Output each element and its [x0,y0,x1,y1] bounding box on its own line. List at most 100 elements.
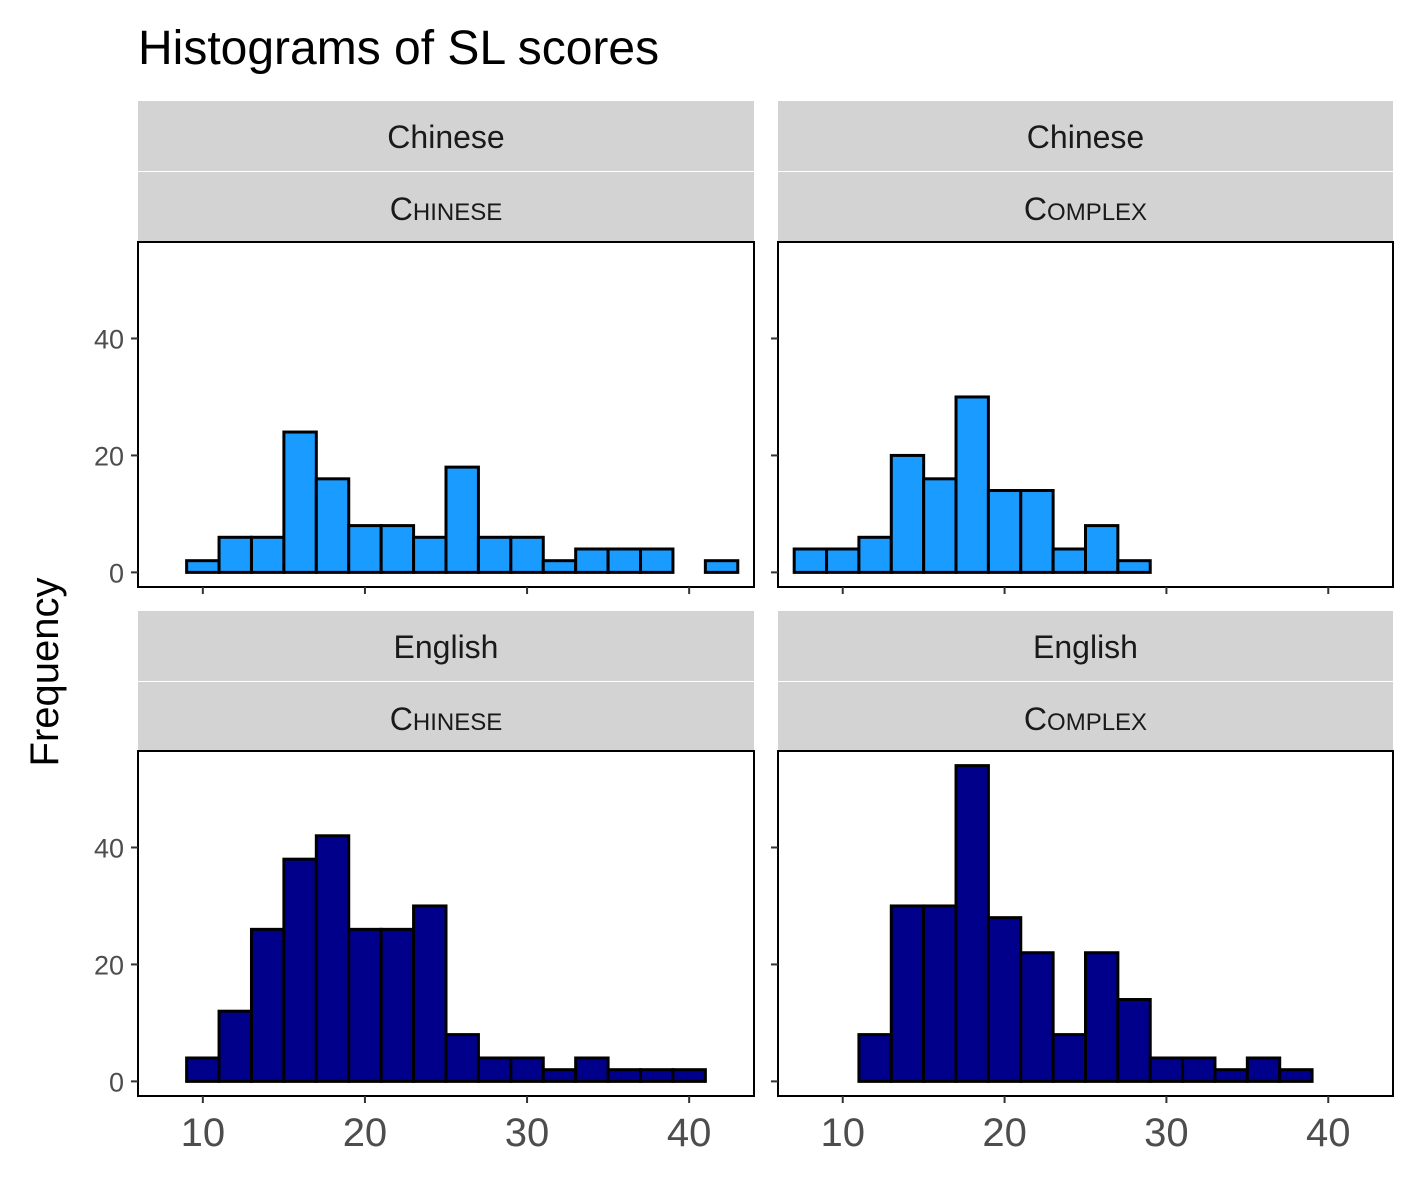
x-tick-label: 30 [505,1111,550,1155]
histogram-bar [217,1009,253,1083]
strip-bottom-label: CHINESE [390,701,502,737]
histogram-bar [889,904,926,1083]
y-axis-label: Frequency [23,578,67,767]
histogram-bar [792,547,829,574]
histogram-bar [639,1068,675,1083]
histogram-bar [509,1056,545,1083]
histogram-bar [922,477,958,574]
histogram-bar [986,916,1023,1083]
strip-bottom-label-rest: HINESE [413,709,502,736]
histogram-bar [1051,547,1088,574]
histogram-bar [185,559,221,574]
strip-bottom-label-rest: OMPLEX [1047,199,1147,226]
histogram-bar [574,1056,610,1083]
y-tick-label: 20 [94,441,124,471]
histogram-bar [1019,489,1055,574]
histogram-bar [857,535,893,574]
strip-bottom-label-initial: C [1024,701,1047,737]
strip-bottom-label-rest: OMPLEX [1047,709,1147,736]
histogram-bar [1084,951,1120,1083]
facet-panel-4: English COMPLEX 10 20 30 40 [771,611,1394,1155]
strip-bottom-bg [138,172,754,242]
histogram-bar [606,1068,643,1083]
histogram-bar [1051,1033,1088,1083]
panel-border [777,241,1394,588]
histogram-bar [1148,1056,1185,1083]
histogram-bar [444,1033,480,1083]
histogram-bar [541,559,578,574]
strip-bottom-label-rest: HINESE [413,199,502,226]
histogram-bar [476,535,513,574]
histogram-bar [249,535,286,574]
strip-top-bg [138,101,754,171]
strip-top-label: English [1033,629,1138,665]
histogram-bar [857,1033,893,1083]
facet-panel-3: English CHINESE 0 20 40 10 20 30 40 [94,611,755,1155]
strip-top-bg [138,611,754,681]
chart-title: Histograms of SL scores [138,22,659,75]
histogram-bar [282,430,318,574]
histogram-bar [986,489,1023,574]
strip-bottom-bg [778,172,1393,242]
histogram-bar [1278,1068,1314,1083]
strip-bottom-bg [778,682,1393,751]
histogram-bar [954,764,990,1083]
histogram-bar [1019,951,1055,1083]
strip-top-label: Chinese [387,119,504,155]
y-tick-label: 20 [94,950,124,980]
facet-panel-1: Chinese CHINESE 0 20 40 [94,101,755,594]
histogram-bar [1213,1068,1249,1083]
histogram-bar [314,477,351,574]
histogram-bar [1116,559,1152,574]
strip-bottom-label-initial: C [390,701,413,737]
histogram-bar [314,834,351,1083]
histogram-bar [412,535,448,574]
histogram-bar [606,547,643,574]
histogram-bar [379,524,416,574]
histogram-bar [412,904,448,1083]
y-tick-label: 0 [109,558,124,588]
histogram-bar [825,547,861,574]
strip-bottom-label-initial: C [390,191,413,227]
strip-top-bg [778,611,1393,681]
histogram-bar [379,927,416,1083]
histogram-bar [541,1068,578,1083]
histogram-bar [249,927,286,1083]
strip-bottom-label: CHINESE [390,191,502,227]
strip-bottom-label: COMPLEX [1024,701,1147,737]
x-tick-label: 40 [1306,1111,1351,1155]
strip-top-label: Chinese [1027,119,1144,155]
histogram-bar [185,1056,221,1083]
y-tick-label: 0 [109,1067,124,1097]
histogram-bar [1116,998,1152,1083]
histogram-bar [639,547,675,574]
histogram-bar [574,547,610,574]
histogram-bar [671,1068,707,1083]
histogram-bar [217,535,253,574]
histogram-bar [282,857,318,1083]
facet-panel-2: Chinese COMPLEX [771,101,1394,594]
histogram-bar [1245,1056,1282,1083]
strip-top-bg [778,101,1393,171]
x-tick-label: 30 [1144,1111,1189,1155]
histogram-bar [954,395,990,574]
panel-border [777,750,1394,1097]
strip-bottom-label-initial: C [1024,191,1047,227]
facet-panels: ChineseCHINESE02040ChineseCOMPLEXEnglish… [94,101,1394,1155]
x-tick-label: 20 [982,1111,1027,1155]
x-tick-label: 40 [667,1111,712,1155]
x-tick-label: 20 [343,1111,388,1155]
histogram-bar [922,904,958,1083]
histogram-bar [703,559,740,574]
histogram-bar [509,535,545,574]
histogram-bar [476,1056,513,1083]
strip-bottom-label: COMPLEX [1024,191,1147,227]
x-tick-label: 10 [820,1111,865,1155]
histogram-bar [1084,524,1120,574]
histogram-bar [889,453,926,574]
histogram-bar [444,465,480,574]
panel-border [137,750,755,1097]
y-tick-label: 40 [94,324,124,354]
